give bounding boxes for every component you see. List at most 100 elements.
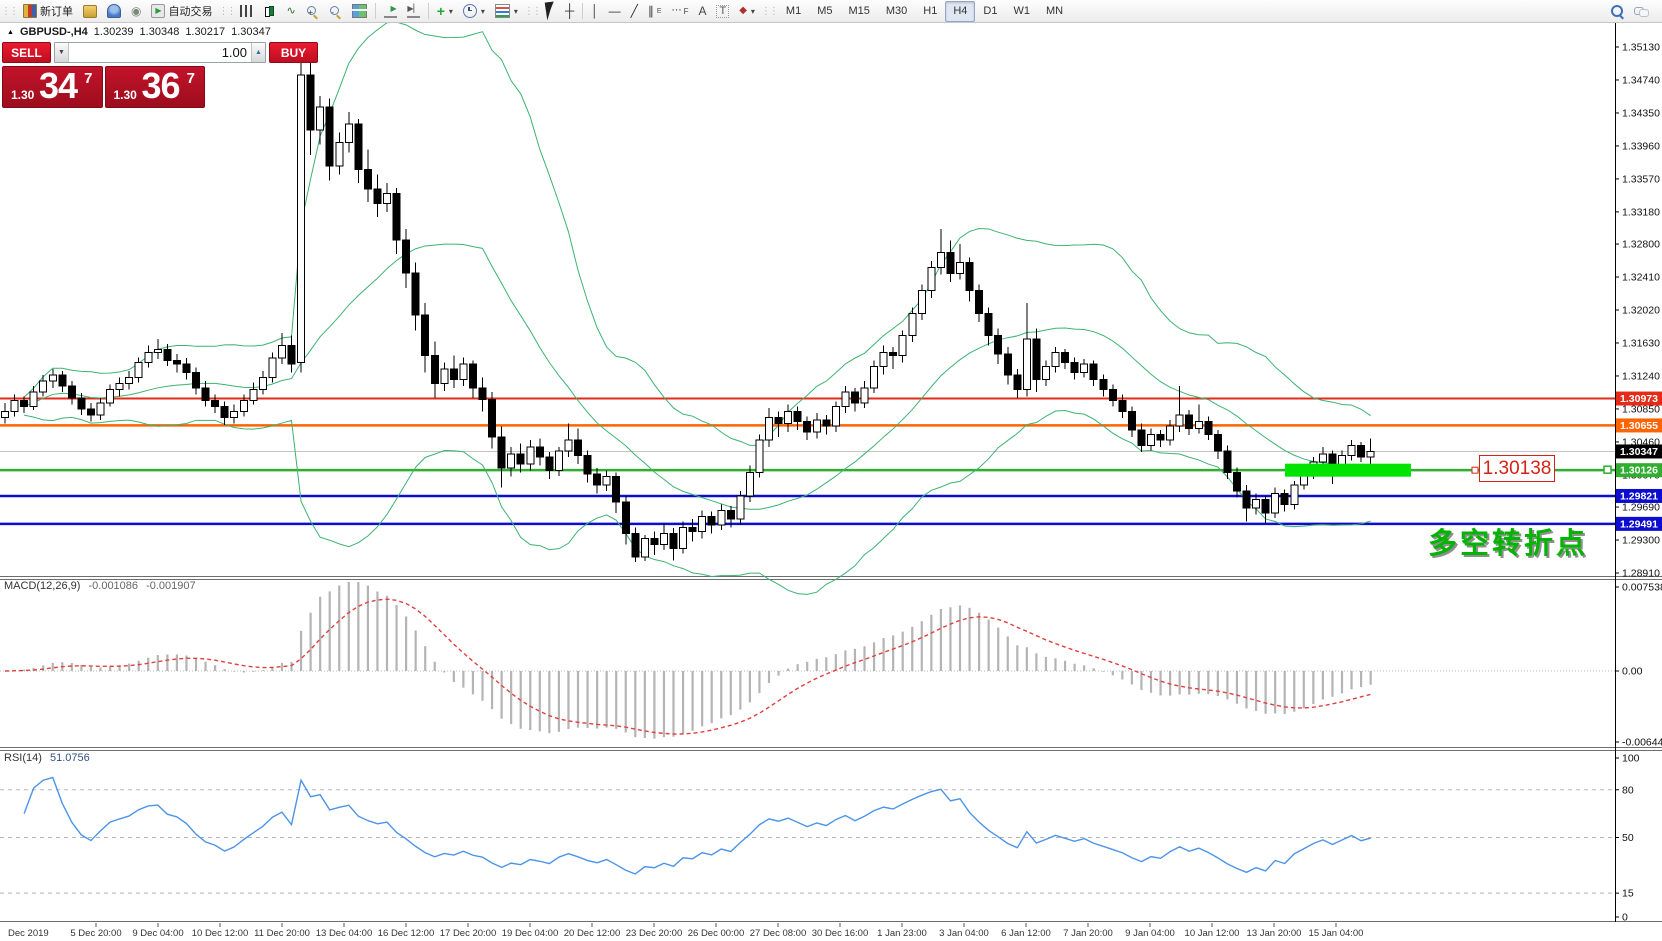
market-watch-button[interactable] <box>102 0 126 22</box>
svg-text:23 Dec 20:00: 23 Dec 20:00 <box>626 928 683 939</box>
macd-name: MACD(12,26,9) <box>4 580 81 592</box>
symbol-header: ▲ GBPUSD-,H4 1.30239 1.30348 1.30217 1.3… <box>7 26 271 38</box>
horizontal-line-tool-button[interactable]: ― <box>604 0 626 22</box>
svg-text:9 Dec 04:00: 9 Dec 04:00 <box>132 928 183 939</box>
indicators-button[interactable]: + ▾ <box>432 0 458 22</box>
timeframe-H1[interactable]: H1 <box>923 4 938 17</box>
sell-price-pane[interactable]: 1.30 34 7 <box>2 65 103 108</box>
vertical-line-tool-button[interactable]: │ <box>586 0 604 22</box>
svg-text:1.30850: 1.30850 <box>1622 403 1660 415</box>
timeframe-M30[interactable]: M30 <box>885 4 908 17</box>
timeframe-MN[interactable]: MN <box>1045 4 1064 17</box>
shapes-tool-button[interactable]: ◆ ▾ <box>734 0 760 22</box>
time-axis[interactable]: Dec 2019 5 Dec 20:00 9 Dec 04:00 10 Dec 12:… <box>8 923 1363 939</box>
svg-text:1.30126: 1.30126 <box>1620 465 1658 477</box>
auto-scroll-button[interactable]: ▶ <box>379 0 402 22</box>
line-chart-icon: ∿ <box>286 5 296 17</box>
fibonacci-tool-button[interactable]: ⋯ F <box>667 0 694 22</box>
cursor-tool-button[interactable] <box>541 0 560 22</box>
auto-trading-icon: ▶ <box>151 4 166 18</box>
toolbar-separator <box>582 3 584 19</box>
svg-text:6 Jan 12:00: 6 Jan 12:00 <box>1001 928 1051 939</box>
periods-button[interactable]: ▾ <box>458 0 490 22</box>
volume-stepper: ▼ ▲ <box>54 42 266 63</box>
timeframe-M5[interactable]: M5 <box>817 4 833 17</box>
trendline-tool-button[interactable]: ╱ <box>626 0 643 22</box>
svg-text:0: 0 <box>1622 912 1628 924</box>
svg-text:15: 15 <box>1622 888 1634 900</box>
timeframe-D1[interactable]: D1 <box>983 4 998 17</box>
signal-icon: ◉ <box>131 4 142 18</box>
svg-text:11 Dec 20:00: 11 Dec 20:00 <box>254 928 310 939</box>
text-label-icon: T <box>716 4 730 18</box>
chart-shift-button[interactable]: ▶▏ <box>402 0 425 22</box>
buy-button[interactable]: BUY <box>269 42 318 63</box>
sell-price-small: 1.30 <box>11 88 35 102</box>
auto-scroll-icon: ▶ <box>383 4 397 18</box>
tile-windows-button[interactable] <box>347 0 372 22</box>
timeframe-H4[interactable]: H4 <box>945 0 976 22</box>
svg-text:7 Jan 20:00: 7 Jan 20:00 <box>1063 928 1113 939</box>
chevron-down-icon: ▾ <box>750 6 755 16</box>
svg-text:Dec 2019: Dec 2019 <box>8 928 49 939</box>
chat-icon <box>1634 6 1649 17</box>
tile-windows-icon <box>351 4 367 18</box>
macd-signal-line <box>4 598 1371 735</box>
svg-text:50: 50 <box>1622 832 1634 844</box>
auto-trading-button[interactable]: ▶ 自动交易 <box>146 0 217 22</box>
svg-text:80: 80 <box>1622 784 1634 796</box>
text-tool-button[interactable]: A <box>693 0 711 22</box>
text-label-tool-button[interactable]: T <box>711 0 734 22</box>
svg-text:26 Dec 00:00: 26 Dec 00:00 <box>688 928 745 939</box>
bar-chart-mode-button[interactable] <box>235 0 258 22</box>
buy-price-pane[interactable]: 1.30 36 7 <box>104 65 205 108</box>
add-indicator-icon: + <box>436 3 445 19</box>
zoom-in-button[interactable]: + <box>301 0 324 22</box>
svg-text:15 Jan 04:00: 15 Jan 04:00 <box>1309 928 1364 939</box>
price-callout-box[interactable]: 1.30138 <box>1479 455 1555 482</box>
timeframe-M1[interactable]: M1 <box>785 4 802 17</box>
rsi-name: RSI(14) <box>4 752 42 764</box>
svg-text:1.33180: 1.33180 <box>1622 206 1660 218</box>
candle-chart-mode-button[interactable] <box>258 0 281 22</box>
chevron-down-icon: ▾ <box>513 6 518 16</box>
volume-decrease-button[interactable]: ▼ <box>55 43 69 62</box>
buy-price-small: 1.30 <box>113 88 137 102</box>
community-chat-button[interactable] <box>1629 0 1654 22</box>
channel-tool-button[interactable]: ∥ E <box>643 0 667 22</box>
volume-input[interactable] <box>69 43 251 62</box>
signals-button[interactable]: ◉ <box>126 0 146 22</box>
zoom-out-icon: - <box>329 5 342 18</box>
crosshair-tool-button[interactable]: ┼ <box>560 0 579 22</box>
new-order-button[interactable]: 新订单 <box>18 0 78 22</box>
profile-button[interactable] <box>78 0 102 22</box>
candles <box>1 46 1375 563</box>
ohlc-open: 1.30239 <box>93 26 134 38</box>
sell-button[interactable]: SELL <box>2 42 51 63</box>
search-button[interactable] <box>1605 0 1629 22</box>
chevron-down-icon: ▾ <box>480 6 485 16</box>
highlight-objects[interactable] <box>1285 463 1612 477</box>
vertical-line-icon: │ <box>591 4 599 18</box>
chart-annotation-text[interactable]: 多空转折点 <box>1428 528 1589 560</box>
price-axis: 1.35130 1.34740 1.34350 1.33960 1.33570 1.331… <box>1615 42 1660 580</box>
templates-button[interactable]: ▾ <box>490 0 523 22</box>
svg-text:1.29690: 1.29690 <box>1622 502 1660 514</box>
collapse-triangle-icon[interactable]: ▲ <box>7 28 14 36</box>
svg-text:1.33570: 1.33570 <box>1622 173 1660 185</box>
toolbar-grip: ⋮⋮ <box>760 5 779 17</box>
timeframe-W1[interactable]: W1 <box>1013 4 1030 17</box>
volume-increase-button[interactable]: ▲ <box>251 43 265 62</box>
symbol-name: GBPUSD-,H4 <box>19 26 88 38</box>
zoom-out-button[interactable]: - <box>324 0 347 22</box>
panel-frames <box>0 22 1662 922</box>
cursor-icon <box>544 1 557 21</box>
svg-text:0.00: 0.00 <box>1622 666 1643 678</box>
svg-text:1.29300: 1.29300 <box>1622 535 1660 547</box>
line-chart-mode-button[interactable]: ∿ <box>281 0 300 22</box>
timeframe-M15[interactable]: M15 <box>848 4 870 17</box>
new-order-label: 新订单 <box>40 6 73 18</box>
horizontal-line-icon: ― <box>608 4 621 18</box>
svg-text:1.29821: 1.29821 <box>1620 490 1658 502</box>
